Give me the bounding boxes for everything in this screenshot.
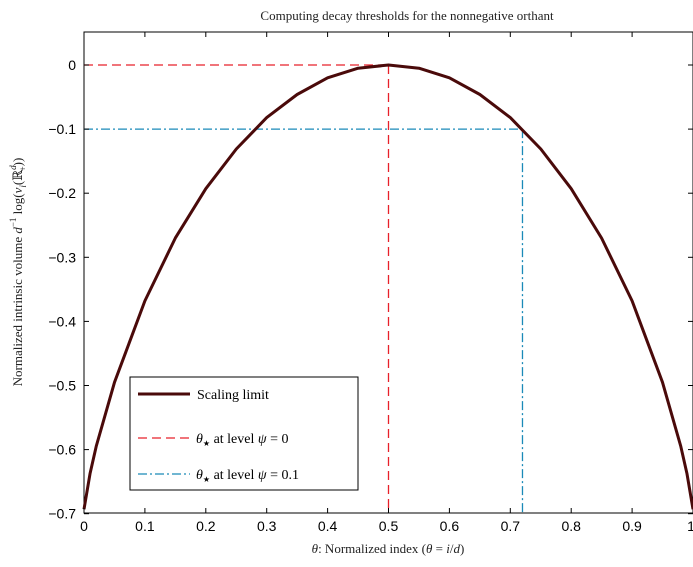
x-tick-label: 0.6 [440,518,460,534]
x-tick-label: 0.3 [257,518,277,534]
y-tick-label: −0.4 [48,313,76,329]
y-tick-label: −0.2 [48,185,76,201]
x-axis-ticks: 0 0.1 0.2 0.3 0.4 0.5 0.6 0.7 0.8 0.9 1 [80,32,693,534]
scaling-limit-curve [82,63,693,510]
x-tick-label: 0.5 [379,518,399,534]
x-axis-label: θ: Normalized index (θ = i/d) [312,541,465,556]
x-tick-label: 0.4 [318,518,338,534]
legend: Scaling limit θ★ at level ψ = 0 θ★ at le… [129,376,359,491]
x-tick-label: 0 [80,518,88,534]
x-tick-label: 0.1 [135,518,155,534]
x-tick-label: 0.9 [622,518,642,534]
legend-label-level-0-1: θ★ at level ψ = 0.1 [196,468,299,484]
x-tick-label: 0.8 [561,518,581,534]
legend-box [129,376,359,491]
y-tick-label: −0.1 [48,121,76,137]
y-tick-label: −0.6 [48,442,76,458]
y-tick-label: 0 [68,57,76,73]
y-tick-label: −0.7 [48,506,76,522]
legend-label-level-0: θ★ at level ψ = 0 [196,432,288,448]
y-axis-label: Normalized intrinsic volume d−1 log(vi(ℝ… [8,158,28,387]
y-axis-ticks: 0 −0.1 −0.2 −0.3 −0.4 −0.5 −0.6 −0.7 [48,57,693,522]
x-tick-label-edge: 1 [687,518,693,534]
legend-label-scaling-limit: Scaling limit [197,388,269,403]
curve-layer [82,63,693,510]
x-tick-label: 0.7 [501,518,521,534]
chart-title: Computing decay thresholds for the nonne… [260,8,554,23]
y-tick-label: −0.3 [48,249,76,265]
y-tick-label: −0.5 [48,378,76,394]
x-tick-label: 0.2 [196,518,216,534]
threshold-lines [84,64,524,513]
